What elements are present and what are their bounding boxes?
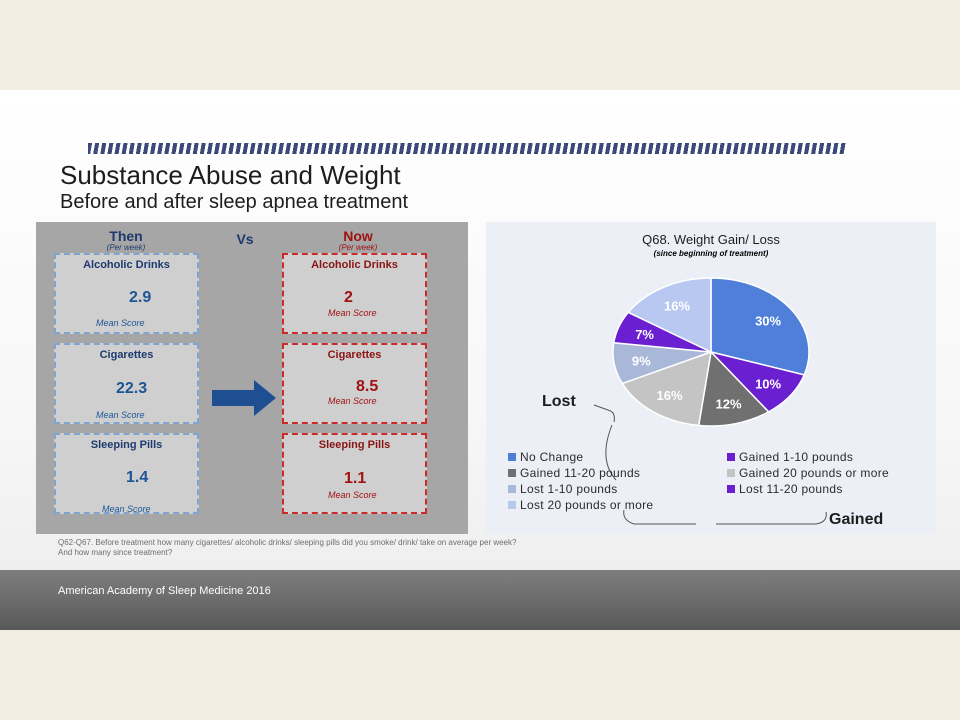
footnote-line: And how many since treatment? bbox=[58, 548, 173, 557]
mean-score-label: Mean Score bbox=[96, 318, 145, 328]
chart-title: Q68. Weight Gain/ Loss bbox=[642, 232, 780, 247]
lost-annotation: Lost bbox=[542, 393, 576, 410]
then-box-label: Alcoholic Drinks bbox=[83, 259, 170, 271]
legend-swatch bbox=[508, 501, 516, 509]
now-box-label: Alcoholic Drinks bbox=[311, 259, 398, 271]
pie-slice-label: 9% bbox=[632, 353, 651, 368]
pie-chart: Lost Gained 30% 10% 12% 16% 9% 7% 16% bbox=[542, 277, 883, 528]
gained-annotation: Gained bbox=[829, 511, 883, 528]
legend-item: No Change bbox=[508, 450, 583, 464]
pie-slice bbox=[627, 277, 712, 354]
legend-item: Gained 1-10 pounds bbox=[727, 450, 853, 464]
mean-score-label: Mean Score bbox=[102, 504, 151, 514]
lost-bracket-curve bbox=[605, 424, 617, 481]
then-box-sleeping-pills: Sleeping Pills 1.4 Mean Score bbox=[54, 433, 199, 514]
pie-slice bbox=[697, 350, 770, 427]
then-header: Then bbox=[109, 228, 143, 244]
then-subheader: (Per week) bbox=[106, 243, 146, 252]
now-header: Now bbox=[343, 228, 373, 244]
legend-label: No Change bbox=[520, 450, 584, 464]
mean-score-label: Mean Score bbox=[328, 308, 377, 318]
pie-slice-label: 7% bbox=[635, 327, 654, 342]
now-box-label: Cigarettes bbox=[327, 349, 382, 361]
legend-label: Lost 20 pounds or more bbox=[520, 498, 654, 512]
now-value: 1.1 bbox=[344, 470, 367, 487]
mean-score-label: Mean Score bbox=[328, 490, 377, 500]
footnote: Q62-Q67. Before treatment how many cigar… bbox=[58, 538, 516, 558]
chart-subtitle: (since beginning of treatment) bbox=[653, 249, 769, 258]
pie-slice-label: 16% bbox=[664, 298, 690, 313]
legend-label: Gained 1-10 pounds bbox=[739, 450, 854, 464]
footer-text: American Academy of Sleep Medicine 2016 bbox=[58, 585, 271, 597]
legend-swatch bbox=[727, 485, 735, 493]
pie-slice-label: 12% bbox=[716, 397, 742, 412]
legend-label: Lost 11-20 pounds bbox=[739, 482, 843, 496]
lost-bracket bbox=[593, 404, 615, 423]
pie-slice-label: 10% bbox=[755, 376, 781, 391]
mean-score-label: Mean Score bbox=[96, 410, 145, 420]
legend-swatch bbox=[727, 469, 735, 477]
then-box-label: Cigarettes bbox=[99, 349, 154, 361]
legend-label: Gained 11-20 pounds bbox=[520, 466, 641, 480]
legend-label: Lost 1-10 pounds bbox=[520, 482, 618, 496]
weight-chart-panel: Q68. Weight Gain/ Loss (since beginning … bbox=[486, 222, 936, 534]
mean-score-label: Mean Score bbox=[328, 396, 377, 406]
pie-slice-label: 30% bbox=[755, 314, 781, 329]
vs-label: Vs bbox=[236, 231, 254, 247]
then-box-alcohol: Alcoholic Drinks 2.9 Mean Score bbox=[54, 253, 199, 334]
now-value: 8.5 bbox=[356, 378, 379, 395]
legend-item: Lost 20 pounds or more bbox=[508, 498, 653, 512]
now-value: 2 bbox=[344, 289, 353, 306]
legend-item: Gained 11-20 pounds bbox=[508, 466, 640, 480]
legend-item: Lost 11-20 pounds bbox=[727, 482, 843, 496]
pie-slice bbox=[621, 350, 712, 427]
now-box-alcohol: Alcoholic Drinks 2 Mean Score bbox=[282, 253, 427, 334]
then-value: 1.4 bbox=[126, 469, 149, 486]
legend-item: Lost 1-10 pounds bbox=[508, 482, 618, 496]
now-box-label: Sleeping Pills bbox=[318, 439, 391, 451]
legend-swatch bbox=[508, 469, 516, 477]
then-box-label: Sleeping Pills bbox=[90, 439, 163, 451]
legend-swatch bbox=[727, 453, 735, 461]
now-box-cigarettes: Cigarettes 8.5 Mean Score bbox=[282, 343, 427, 424]
gained-bracket bbox=[623, 509, 827, 525]
comparison-panel: Then (Per week) Vs Now (Per week) Alcoho… bbox=[36, 222, 468, 534]
legend-label: Gained 20 pounds or more bbox=[739, 466, 889, 480]
slide-title: Substance Abuse and Weight bbox=[60, 160, 401, 190]
footnote-line: Q62-Q67. Before treatment how many cigar… bbox=[58, 538, 517, 547]
legend-swatch bbox=[508, 453, 516, 461]
then-value: 22.3 bbox=[116, 380, 148, 397]
then-box-cigarettes: Cigarettes 22.3 Mean Score bbox=[54, 343, 199, 424]
right-arrow-icon bbox=[212, 380, 276, 416]
slide: Substance Abuse and Weight Before and af… bbox=[0, 90, 960, 630]
legend-swatch bbox=[508, 485, 516, 493]
now-box-sleeping-pills: Sleeping Pills 1.1 Mean Score bbox=[282, 433, 427, 514]
legend-item: Gained 20 pounds or more bbox=[727, 466, 889, 480]
decorative-dash-bar bbox=[88, 143, 846, 154]
footer-bar: American Academy of Sleep Medicine 2016 bbox=[0, 570, 960, 630]
slide-subtitle: Before and after sleep apnea treatment bbox=[60, 191, 409, 213]
then-value: 2.9 bbox=[129, 289, 152, 306]
pie-slice bbox=[710, 277, 810, 376]
now-subheader: (Per week) bbox=[338, 243, 378, 252]
pie-slice-label: 16% bbox=[657, 388, 683, 403]
